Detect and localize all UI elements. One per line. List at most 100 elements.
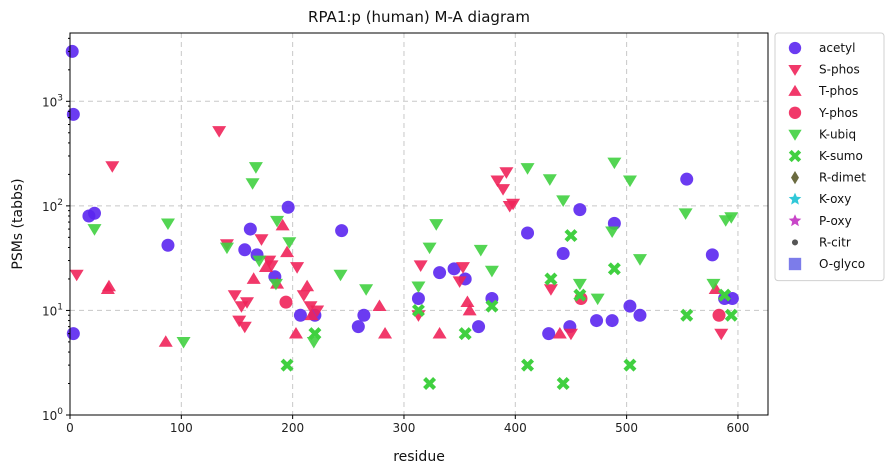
legend-item: R-dimet (791, 171, 866, 185)
legend-item: K-oxy (788, 192, 851, 206)
data-point-K-ubiq (590, 293, 605, 306)
series-T-phos (100, 218, 723, 347)
legend-item: P-oxy (788, 214, 852, 228)
legend-label: acetyl (819, 41, 855, 55)
x-axis-ticks: 0 100 200 300 400 500 600 (66, 415, 749, 435)
data-point-K-sumo (680, 308, 694, 322)
data-point-S-phos (237, 321, 252, 334)
data-point-K-ubiq (87, 224, 102, 236)
y-tick-label: 102 (42, 198, 63, 214)
data-point-acetyl (357, 308, 371, 322)
series-S-phos (69, 126, 729, 341)
data-point-acetyl (411, 292, 425, 306)
grid (70, 33, 768, 415)
data-point-K-ubiq (176, 337, 191, 349)
data-point-acetyl (447, 262, 461, 276)
x-tick-label: 300 (393, 421, 416, 435)
data-point-S-phos (310, 305, 325, 318)
legend-marker (791, 170, 799, 185)
data-point-K-sumo (623, 358, 637, 372)
legend-label: K-oxy (819, 192, 851, 206)
x-tick-label: 500 (615, 421, 638, 435)
legend-item: acetyl (788, 41, 855, 55)
x-tick-label: 200 (281, 421, 304, 435)
legend-item: K-ubiq (788, 127, 856, 141)
data-point-K-sumo (308, 327, 322, 341)
data-point-acetyl (472, 320, 486, 334)
legend-marker (788, 214, 802, 227)
data-point-T-phos (280, 245, 295, 258)
data-point-T-phos (378, 326, 393, 339)
data-point-K-ubiq (520, 163, 535, 175)
legend-marker (788, 149, 802, 163)
data-point-K-sumo (724, 308, 738, 322)
data-point-S-phos (290, 262, 305, 274)
data-point-S-phos (714, 328, 729, 341)
legend-marker (791, 239, 799, 246)
data-point-K-ubiq (678, 208, 693, 220)
data-point-S-phos (496, 184, 511, 196)
data-point-S-phos (264, 260, 279, 272)
legend-marker (788, 41, 802, 55)
x-tick-label: 400 (504, 421, 527, 435)
y-axis-title: PSMs (tabbs) (10, 178, 26, 269)
data-point-S-phos (303, 301, 318, 313)
data-point-T-phos (432, 326, 447, 339)
data-point-S-phos (232, 315, 247, 328)
data-point-K-ubiq (724, 212, 739, 224)
legend-item: O-glyco (788, 257, 865, 271)
data-point-S-phos (499, 167, 514, 179)
legend-label: P-oxy (819, 214, 852, 228)
data-point-K-ubiq (359, 284, 374, 296)
data-point-acetyl (725, 292, 739, 306)
data-point-T-phos (258, 260, 273, 272)
y-tick-label: 103 (42, 93, 63, 109)
data-point-acetyl (87, 206, 101, 220)
data-point-K-sumo (556, 377, 570, 391)
data-point-K-sumo (607, 262, 621, 276)
data-point-K-ubiq (542, 174, 557, 186)
legend: acetyl S-phos T-phos Y-phos K-ubiq K-sumo R-di… (774, 32, 885, 282)
data-point-K-sumo (458, 327, 472, 341)
data-point-acetyl (293, 308, 307, 322)
data-point-S-phos (455, 262, 470, 274)
legend-label: K-ubiq (819, 127, 856, 141)
data-point-T-phos (275, 218, 290, 231)
data-point-S-phos (490, 175, 505, 188)
legend-item: K-sumo (788, 149, 863, 163)
data-point-S-phos (254, 234, 269, 246)
data-point-T-phos (246, 272, 261, 284)
data-point-acetyl (590, 314, 604, 328)
data-point-acetyl (680, 172, 694, 186)
data-point-S-phos (506, 198, 521, 211)
x-tick-label: 100 (170, 421, 193, 435)
data-point-S-phos (69, 269, 84, 282)
legend-marker (788, 257, 802, 271)
data-point-S-phos (452, 276, 467, 288)
data-point-K-ubiq (333, 269, 348, 282)
legend-label: T-phos (818, 84, 858, 98)
data-point-T-phos (304, 308, 319, 321)
y-tick-label: 101 (42, 302, 63, 318)
data-point-K-sumo (544, 272, 558, 286)
data-point-S-phos (105, 161, 120, 173)
series-K-sumo (280, 229, 738, 391)
data-points (65, 44, 739, 391)
data-point-K-ubiq (473, 244, 488, 257)
data-point-K-ubiq (160, 218, 175, 231)
data-point-K-ubiq (706, 278, 721, 291)
legend-marker (788, 84, 802, 96)
data-point-T-phos (552, 326, 567, 339)
data-point-S-phos (212, 126, 227, 138)
data-point-K-ubiq (411, 281, 426, 293)
data-point-T-phos (372, 299, 387, 312)
data-point-S-phos (543, 284, 558, 296)
legend-label: S-phos (819, 63, 860, 77)
data-point-S-phos (240, 297, 255, 309)
series-Y-phos (279, 292, 726, 322)
data-point-Y-phos (279, 295, 293, 309)
legend-item: Y-phos (788, 106, 858, 120)
legend-marker (788, 192, 802, 205)
data-point-K-sumo (521, 358, 535, 372)
